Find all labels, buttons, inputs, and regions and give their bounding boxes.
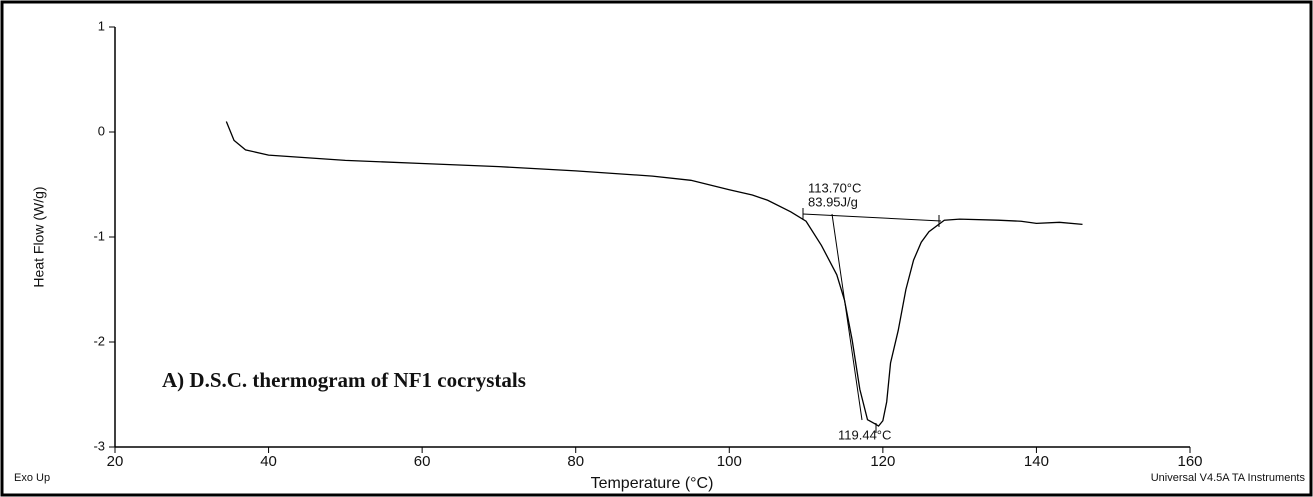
y-axis-label: Heat Flow (W/g) xyxy=(31,186,47,287)
tangent-construction xyxy=(831,213,863,421)
x-tick-label: 100 xyxy=(717,453,742,470)
annotation: 119.44°C xyxy=(838,427,891,442)
x-tick-label: 20 xyxy=(107,453,124,470)
line-series xyxy=(225,121,1083,427)
x-tick-label: 40 xyxy=(260,453,277,470)
x-tick-label: 120 xyxy=(870,453,895,470)
annotation: 83.95J/g xyxy=(808,194,858,209)
y-tick-label: -1 xyxy=(93,228,105,243)
x-axis-label: Temperature (°C) xyxy=(591,475,714,492)
x-tick-label: 80 xyxy=(567,453,584,470)
x-tick-label: 160 xyxy=(1177,453,1202,470)
y-tick-label: 1 xyxy=(98,18,105,33)
y-tick-label: -2 xyxy=(93,333,105,348)
annotation: 113.70°C xyxy=(808,180,861,195)
y-tick-label: 0 xyxy=(98,123,105,138)
x-tick-label: 60 xyxy=(414,453,431,470)
chart-title: A) D.S.C. thermogram of NF1 cocrystals xyxy=(162,368,526,392)
x-tick-label: 140 xyxy=(1024,453,1049,470)
baseline-construction xyxy=(802,213,942,222)
annotation: Exo Up xyxy=(14,472,50,484)
annotation: Universal V4.5A TA Instruments xyxy=(1151,472,1306,484)
y-tick-label: -3 xyxy=(93,438,105,453)
